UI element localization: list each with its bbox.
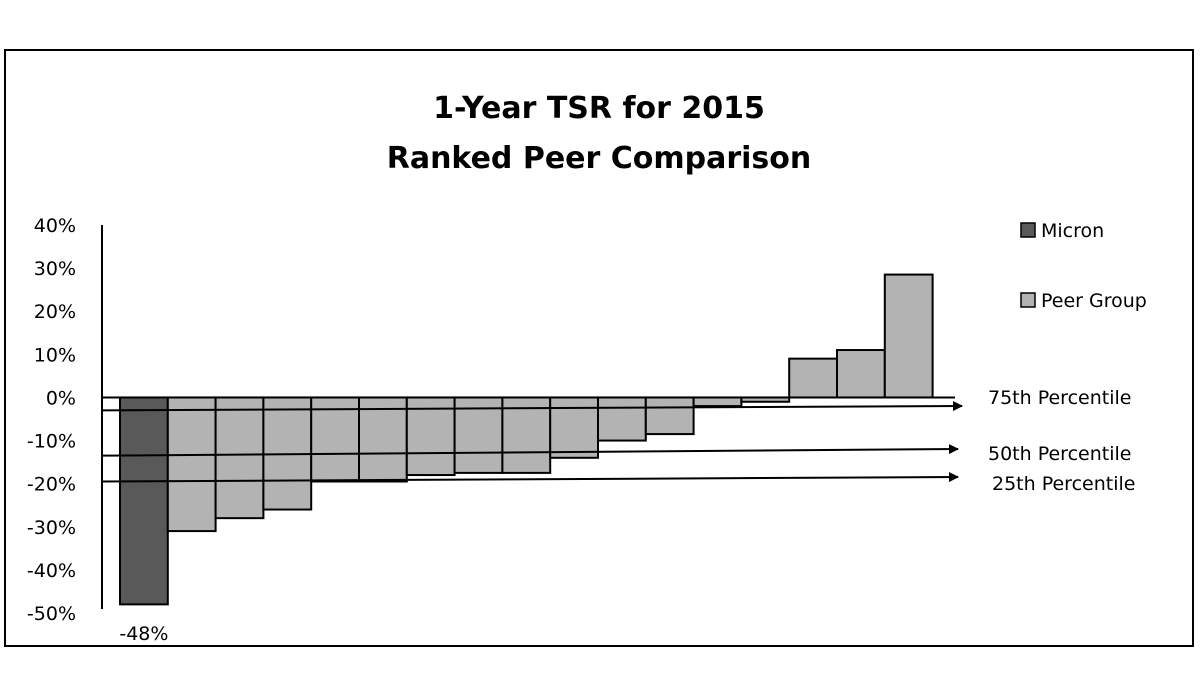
bar-peer — [883, 273, 934, 399]
bar-peer — [836, 349, 886, 399]
percentile-label: 50th Percentile — [988, 443, 1131, 465]
bar-data-labels: -48% — [119, 623, 168, 645]
y-tick-label: -30% — [27, 517, 76, 539]
percentile-arrow — [101, 444, 959, 457]
legend-label: Peer Group — [1041, 290, 1147, 312]
bar-peer — [692, 396, 743, 408]
bar-peer — [453, 396, 504, 474]
y-tick-label: -20% — [27, 474, 76, 496]
percentile-label: 25th Percentile — [992, 473, 1135, 495]
y-tick-label: -40% — [27, 560, 76, 582]
legend-label: Micron — [1041, 220, 1104, 242]
y-tick-label: 30% — [34, 258, 76, 280]
percentile-arrow — [101, 472, 959, 483]
y-tick-label: -10% — [27, 431, 76, 453]
bar-peer — [405, 396, 456, 477]
y-axis-tick-labels: 40% 30% 20% 10% 0% -10% -20% -30% -40% -50% — [27, 215, 76, 625]
chart-title: 1-Year TSR for 2015 — [433, 91, 765, 126]
bar-peer — [644, 396, 695, 436]
y-tick-label: 10% — [34, 344, 76, 366]
bar-peer — [166, 396, 217, 533]
y-tick-label: -50% — [27, 603, 76, 625]
y-tick-label: 40% — [34, 215, 76, 237]
legend: Micron Peer Group — [1020, 220, 1147, 312]
y-tick-label: 20% — [34, 301, 76, 323]
percentile-arrow — [101, 401, 963, 412]
legend-swatch — [1020, 222, 1036, 238]
percentile-label: 75th Percentile — [988, 387, 1131, 409]
bar-peer — [597, 396, 647, 442]
bar-data-label: -48% — [119, 623, 168, 645]
bar-peer — [788, 357, 839, 399]
chart-subtitle: Ranked Peer Comparison — [387, 141, 812, 176]
bar-peer — [214, 396, 265, 520]
y-tick-label: 0% — [46, 387, 76, 409]
bar-group — [119, 273, 934, 606]
bar-micron — [119, 396, 169, 606]
percentile-annotations: 75th Percentile 50th Percentile 25th Perce… — [101, 387, 1135, 495]
bar-peer — [549, 396, 600, 459]
legend-swatch — [1020, 292, 1036, 308]
chart-frame — [4, 49, 1194, 647]
bar-peer — [358, 396, 408, 483]
